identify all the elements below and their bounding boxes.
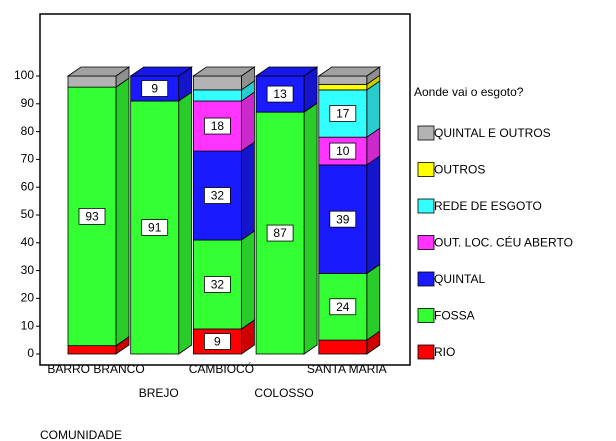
y-tick-label: 30	[21, 263, 35, 277]
legend-label: RIO	[434, 345, 455, 359]
data-label: 10	[336, 144, 350, 158]
data-label: 32	[211, 189, 225, 203]
bar-side	[366, 263, 381, 341]
legend-swatch	[417, 162, 435, 177]
x-tick-label: SANTA MARIA	[307, 362, 387, 376]
legend-label: QUINTAL	[434, 272, 485, 286]
legend-label: OUT. LOC. CÉU ABERTO	[434, 235, 573, 250]
legend-swatch	[417, 235, 435, 250]
y-tick-label: 90	[21, 96, 35, 110]
bar-segment	[130, 100, 180, 355]
data-label: 13	[273, 87, 287, 101]
x-tick-label: BREJO	[139, 386, 179, 400]
data-label-box	[78, 207, 106, 225]
data-label-box	[266, 224, 294, 242]
bar-segment	[192, 89, 242, 102]
axis-title: COMUNIDADE	[40, 428, 122, 441]
bar-side	[303, 102, 318, 355]
data-label: 93	[85, 210, 99, 224]
bar-side	[366, 80, 381, 138]
data-label: 32	[211, 278, 225, 292]
bar-side	[240, 91, 255, 152]
legend-label: QUINTAL E OUTROS	[434, 126, 551, 140]
legend-label: FOSSA	[434, 309, 475, 323]
data-label-box	[203, 187, 231, 204]
legend-title: Aonde vai o esgoto?	[414, 85, 524, 99]
legend-swatch	[417, 344, 435, 360]
y-tick-label: 40	[21, 235, 35, 249]
bar-top	[254, 66, 319, 77]
y-tick-label: 20	[21, 291, 35, 305]
bar-side	[115, 77, 130, 347]
data-label: 9	[151, 82, 158, 96]
legend-swatch	[417, 271, 435, 287]
data-label: 87	[273, 226, 287, 240]
bar-top	[129, 66, 193, 77]
bar-segment	[318, 339, 368, 355]
data-label-box	[329, 298, 357, 316]
y-tick-label: 0	[27, 346, 34, 360]
bar-segment	[318, 75, 368, 85]
bar-side	[366, 155, 381, 275]
legend-swatch	[417, 125, 435, 141]
plot-frame	[39, 13, 411, 366]
bar-segment	[67, 75, 117, 88]
legend-label: REDE DE ESGOTO	[434, 199, 542, 213]
data-label-box	[141, 80, 169, 97]
bar-segment	[318, 83, 368, 91]
bar-top	[66, 66, 131, 77]
y-tick-label: 80	[21, 124, 35, 138]
x-tick-label: CAMBIOCÓ	[189, 361, 254, 376]
bar-top	[192, 66, 256, 77]
data-label-box	[203, 117, 231, 135]
y-tick-label: 60	[21, 179, 35, 193]
x-tick-label: COLOSSO	[254, 386, 313, 400]
x-tick-label: BARRO BRANCO	[47, 362, 144, 376]
data-label: 91	[148, 221, 162, 235]
legend-swatch	[417, 308, 435, 323]
y-tick-label: 100	[14, 68, 34, 82]
data-label: 18	[211, 119, 225, 133]
data-label-box	[203, 333, 231, 350]
data-label: 9	[214, 335, 221, 349]
y-tick-label: 50	[21, 207, 35, 221]
legend-swatch	[417, 198, 435, 214]
data-label-box	[329, 105, 357, 122]
bar-side	[240, 141, 255, 241]
data-label-box	[141, 219, 169, 236]
data-label-box	[266, 85, 294, 103]
bar-segment	[192, 75, 242, 91]
data-label: 17	[336, 107, 350, 121]
data-label-box	[329, 210, 357, 228]
legend-label: OUTROS	[434, 163, 485, 177]
bar-side	[240, 230, 255, 330]
data-label: 24	[336, 300, 350, 314]
data-label-box	[329, 142, 357, 160]
bar-segment	[67, 345, 117, 355]
y-tick-label: 70	[21, 152, 35, 166]
data-label-box	[203, 276, 231, 293]
data-label: 39	[336, 212, 350, 226]
bar-top	[317, 66, 382, 77]
bar-side	[178, 91, 193, 355]
y-tick-label: 10	[21, 318, 35, 332]
